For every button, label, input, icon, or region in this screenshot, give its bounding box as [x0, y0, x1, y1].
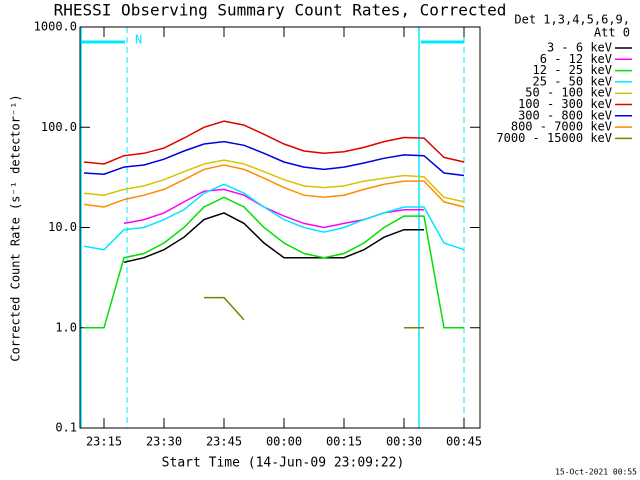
x-tick-label: 00:15 [326, 435, 362, 449]
y-tick-label: 100.0 [41, 120, 77, 134]
series-line [84, 196, 464, 329]
y-tick-label: 10.0 [48, 220, 77, 234]
series-line [83, 159, 465, 203]
series-line [83, 164, 465, 208]
legend-header: Det 1,3,4,5,6,9, [514, 13, 630, 27]
chart-title: RHESSI Observing Summary Count Rates, Co… [54, 1, 507, 20]
x-tick-label: 00:30 [386, 435, 422, 449]
legend-label: 300 - 800 keV [518, 108, 612, 122]
series-line [83, 120, 465, 165]
y-tick-label: 0.1 [55, 421, 77, 435]
legend-label: 12 - 25 keV [533, 63, 612, 77]
x-tick-label: 00:45 [446, 435, 482, 449]
y-tick-label: 1.0 [55, 320, 77, 334]
legend-label: 25 - 50 keV [533, 74, 612, 88]
series-line [123, 212, 424, 264]
series-line [83, 140, 465, 177]
legend-label: 7000 - 15000 keV [496, 131, 612, 145]
series-line [83, 183, 465, 251]
annotation: N [135, 33, 142, 47]
legend-label: 3 - 6 keV [547, 41, 612, 55]
y-tick-label: 1000.0 [34, 20, 77, 34]
legend-label: 800 - 7000 keV [511, 120, 612, 134]
series-line [204, 296, 424, 329]
x-tick-label: 23:15 [86, 435, 122, 449]
legend-label: 6 - 12 keV [540, 52, 612, 66]
legend-label: 50 - 100 keV [525, 86, 612, 100]
y-axis-label: Corrected Count Rate (s⁻¹ detector⁻¹) [9, 94, 23, 361]
x-tick-label: 23:45 [206, 435, 242, 449]
x-tick-label: 00:00 [266, 435, 302, 449]
x-axis-label: Start Time (14-Jun-09 23:09:22) [162, 456, 405, 471]
footer: 15-Oct-2021 00:55 [555, 468, 637, 477]
x-tick-label: 23:30 [146, 435, 182, 449]
legend-header: Att 0 [594, 26, 630, 40]
legend-label: 100 - 300 keV [518, 97, 612, 111]
